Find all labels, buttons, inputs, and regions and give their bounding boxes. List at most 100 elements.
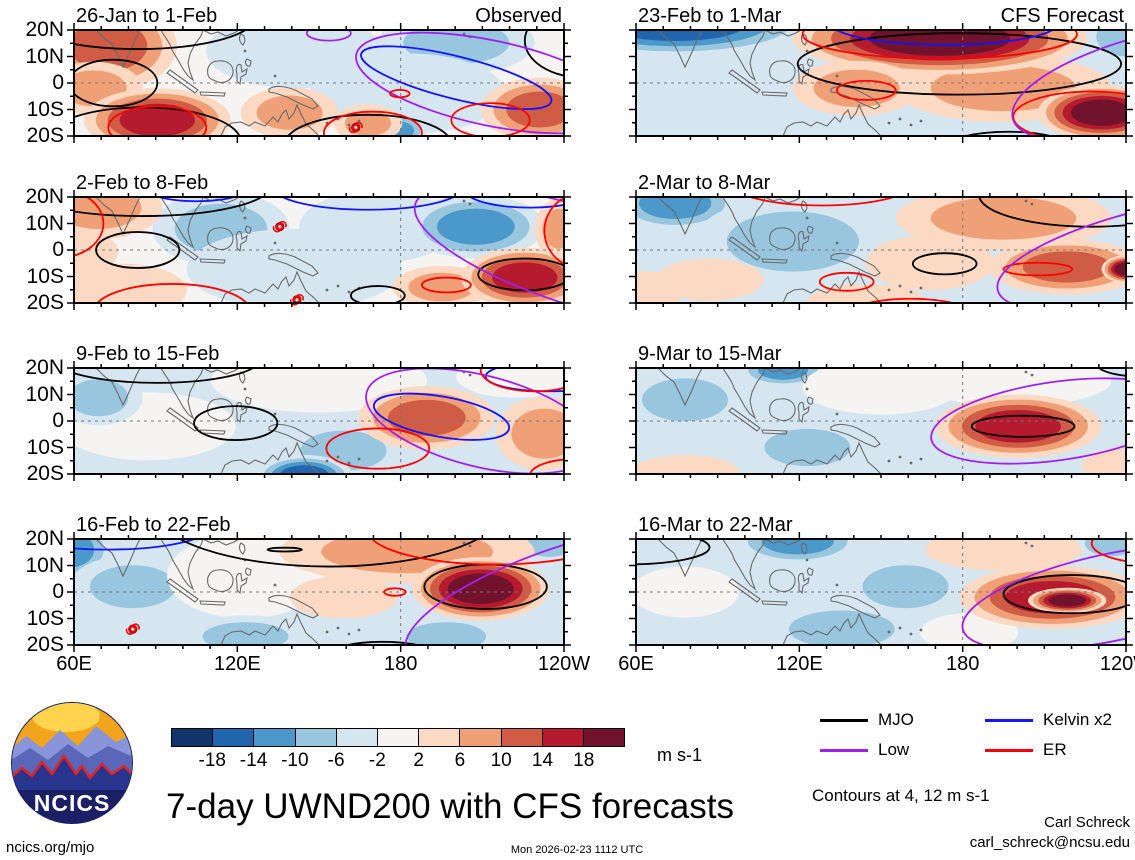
colorbar-value-label: 14 — [531, 750, 554, 771]
colorbar-value-label: 2 — [413, 750, 424, 771]
kelvin-contour — [74, 539, 198, 551]
colorbar-value-label: -18 — [198, 750, 226, 771]
panel-title: 2-Feb to 8-Feb — [76, 172, 209, 194]
er-contour — [1002, 261, 1073, 277]
kelvin-legend-line — [985, 718, 1033, 722]
panel-titlebar: 16-Mar to 22-Mar — [638, 513, 1124, 537]
main-title: 7-day UWND200 with CFS forecasts — [166, 787, 734, 826]
map-panel — [629, 23, 1133, 143]
mjo-contour — [178, 539, 480, 568]
legend-item-mjo: MJO — [820, 710, 914, 730]
axis-ticks — [67, 532, 571, 652]
mjo-contour — [287, 113, 449, 136]
colorbar-segment — [541, 729, 583, 746]
lat-tick-label: 10S — [26, 264, 64, 288]
lat-tick-label: 20N — [25, 18, 64, 41]
axis-ticks — [67, 361, 571, 481]
panel-titlebar: 26-Jan to 1-Feb Observed — [76, 4, 562, 28]
credit-name: Carl Schreck — [1044, 814, 1130, 831]
lon-tick-label: 60E — [56, 653, 92, 675]
er-contour — [74, 197, 105, 257]
anomaly-shading — [74, 539, 564, 645]
low-contour — [996, 197, 1126, 303]
lon-tick-label: 120E — [775, 653, 823, 675]
coastlines — [657, 197, 1034, 303]
low-contour — [305, 30, 352, 42]
lat-tick-label: 20S — [26, 633, 64, 656]
wave-contours — [74, 30, 564, 136]
mjo-contour — [266, 546, 303, 553]
mjo-contour — [74, 58, 159, 108]
wave-contours — [636, 539, 1126, 645]
colorbar-value-label: -2 — [368, 750, 386, 771]
mjo-contour — [978, 197, 1126, 228]
map-panel — [67, 190, 571, 310]
er-contour — [370, 539, 564, 566]
wave-contours — [747, 197, 1126, 303]
mjo-contour — [796, 32, 1122, 96]
lon-tick-label: 120W — [1099, 653, 1135, 675]
low-legend-line — [820, 748, 868, 752]
map-panel — [67, 361, 571, 481]
colorbar-value-label: -10 — [281, 750, 309, 771]
coastlines — [657, 30, 1034, 136]
low-contour — [413, 197, 564, 303]
colorbar-value-label: 18 — [573, 750, 595, 771]
lat-tick-label: 10N — [25, 382, 64, 406]
er-contour — [836, 79, 897, 101]
cyclone-icon — [125, 623, 140, 635]
lat-tick-label: 20S — [26, 124, 64, 147]
lat-tick-label: 20N — [25, 185, 64, 208]
colorbar-segment — [418, 729, 460, 746]
legend-item-er: ER — [985, 740, 1067, 760]
map-panel — [629, 361, 1133, 481]
er-contour — [818, 271, 875, 292]
er-contour — [383, 587, 407, 597]
kelvin-contour — [360, 45, 553, 110]
wave-contours — [74, 368, 564, 474]
lat-tick-label: 10S — [26, 435, 64, 459]
panel-titlebar: 2-Feb to 8-Feb — [76, 171, 562, 195]
mjo-contour — [970, 414, 1076, 438]
lon-tick-label: 120E — [213, 653, 261, 675]
lon-tick-label: 60E — [618, 653, 654, 675]
axis-ticks — [629, 361, 1133, 481]
grid-lines — [74, 539, 564, 645]
coastlines — [95, 539, 472, 645]
lon-tick-label: 120W — [537, 653, 591, 675]
lat-tick-label: 10N — [25, 211, 64, 235]
grid-lines — [74, 30, 564, 136]
er-contour — [325, 427, 431, 470]
legend-label: MJO — [878, 710, 914, 729]
panel-titlebar: 2-Mar to 8-Mar — [638, 171, 1124, 195]
mjo-contour — [193, 405, 279, 441]
axis-ticks — [67, 190, 571, 310]
colorbar-segment — [335, 729, 377, 746]
mjo-contour — [95, 231, 181, 269]
credit-email[interactable]: carl_schreck@ncsu.edu — [969, 834, 1130, 851]
er-contour — [1090, 539, 1126, 563]
grid-lines — [636, 539, 1126, 645]
er-contour — [323, 110, 423, 136]
kelvin-contour — [835, 30, 1054, 46]
lat-tick-label: 10S — [26, 97, 64, 121]
kelvin-contour — [155, 197, 238, 203]
lat-tick-label: 20N — [25, 356, 64, 379]
map-panel — [629, 190, 1133, 310]
site-link[interactable]: ncics.org/mjo — [6, 839, 95, 856]
er-contour — [747, 197, 897, 207]
wave-contours — [796, 30, 1126, 136]
legend-label: ER — [1043, 740, 1067, 759]
kelvin-contour — [280, 197, 456, 211]
axis-ticks — [629, 190, 1133, 310]
panel-title: 16-Mar to 22-Mar — [638, 514, 793, 536]
lat-tick-label: 20S — [26, 462, 64, 485]
lon-tick-label: 180 — [383, 653, 418, 675]
coastlines — [95, 368, 472, 474]
grid-lines — [636, 197, 1126, 303]
map-panel — [67, 23, 571, 143]
lat-tick-label: 10N — [25, 553, 64, 577]
colorbar-segment — [253, 729, 295, 746]
mjo-contour — [74, 368, 255, 384]
